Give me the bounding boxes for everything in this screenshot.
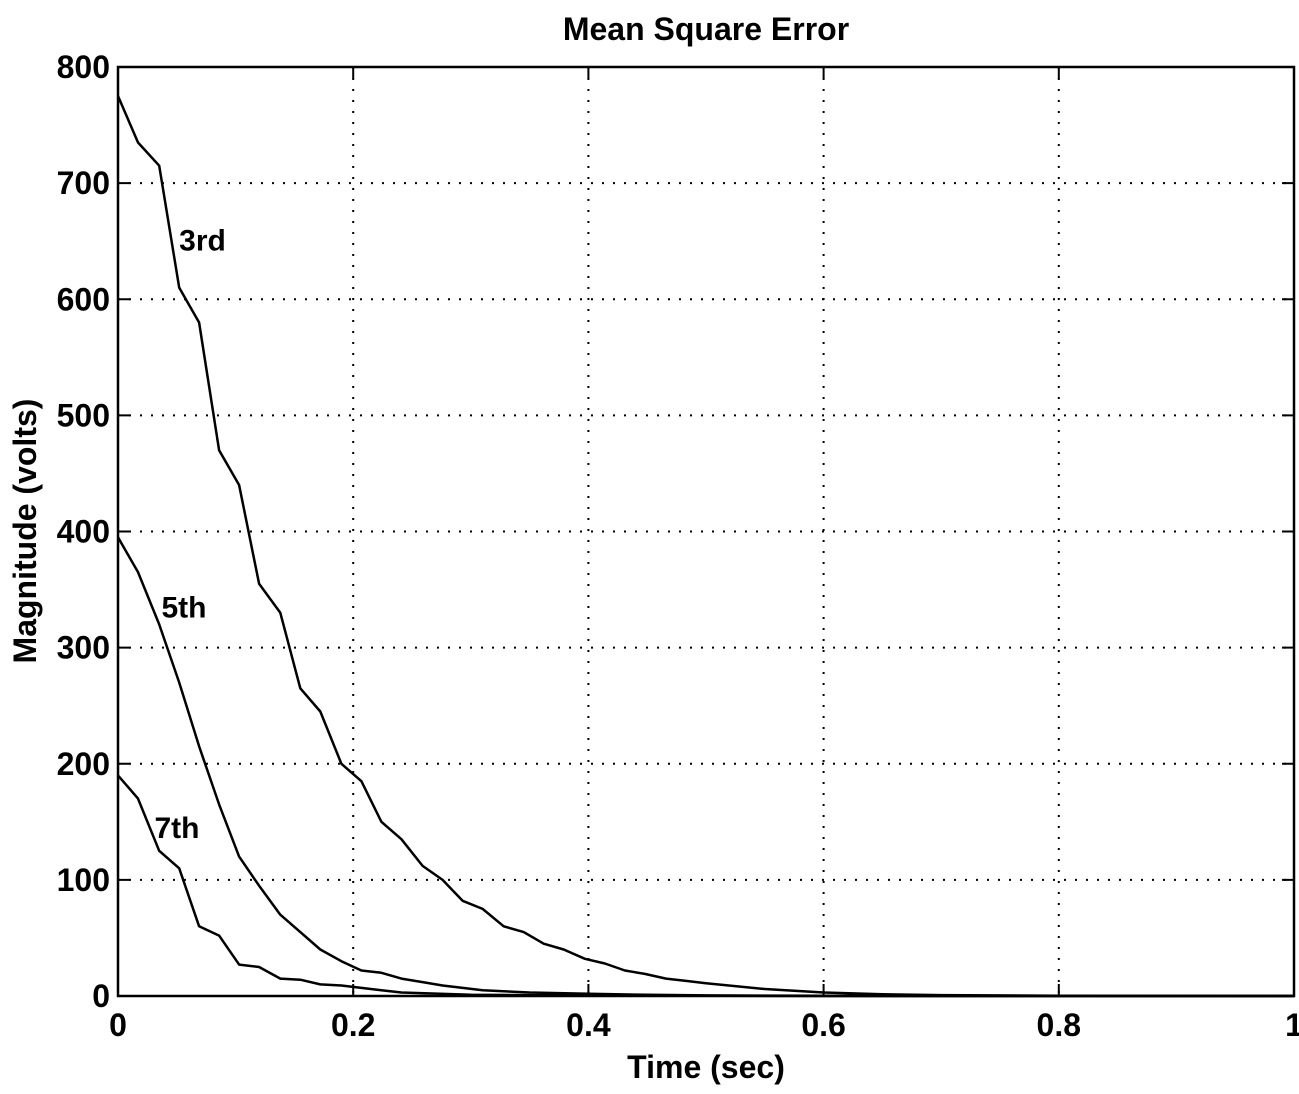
y-axis-label: Magnitude (volts) [7,399,43,664]
series-line-5th [116,536,1294,998]
series-line-3rd [116,95,1295,998]
series-label-7th: 7th [154,812,199,845]
x-axis-label: Time (sec) [627,1049,785,1085]
y-tick-label: 300 [57,630,110,666]
y-tick-label: 200 [57,746,110,782]
y-tick-label: 0 [92,978,110,1014]
y-tick-label: 600 [57,281,110,317]
series-line-7th [117,774,1294,998]
grid-lines [118,67,1294,996]
series-lines [116,95,1295,998]
chart-title: Mean Square Error [563,11,849,47]
x-tick-label: 0.4 [566,1007,611,1043]
y-tick-label: 700 [57,165,110,201]
x-tick-label: 0.8 [1037,1007,1081,1043]
y-tick-label: 400 [57,514,110,550]
series-label-5th: 5th [162,591,207,624]
x-tick-label: 0.6 [801,1007,845,1043]
y-tick-label: 500 [57,397,110,433]
x-tick-label: 0 [109,1007,127,1043]
x-tick-label: 0.2 [331,1007,375,1043]
y-tick-label: 800 [57,49,110,85]
series-annotations: 3rd 5th 7th [154,224,225,845]
x-tick-label: 1 [1285,1007,1299,1043]
y-tick-label: 100 [57,862,110,898]
series-label-3rd: 3rd [179,224,226,257]
axis-ticks: 0 0.2 0.4 0.6 0.8 1 0 100 200 300 400 500 600 700 800 [57,49,1299,1043]
